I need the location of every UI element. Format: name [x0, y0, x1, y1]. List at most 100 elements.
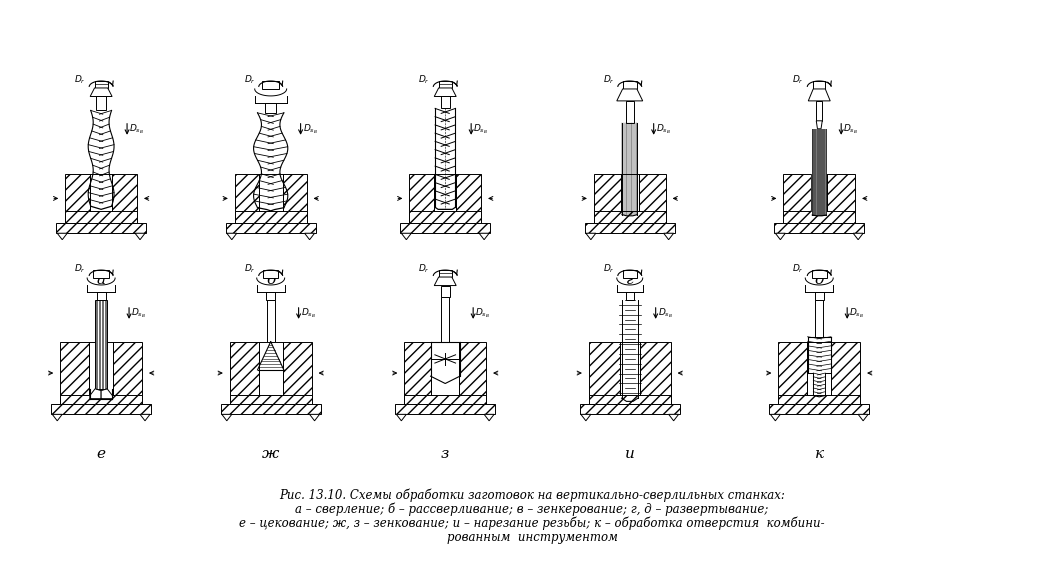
Polygon shape	[57, 233, 67, 240]
Text: в: в	[440, 273, 450, 287]
Bar	[112, 174, 137, 223]
Text: $D_{s_B}$: $D_{s_B}$	[129, 123, 144, 137]
Text: рованным  инструментом: рованным инструментом	[447, 531, 617, 544]
Text: $D_{s_B}$: $D_{s_B}$	[301, 307, 316, 320]
Bar	[95, 300, 107, 389]
Polygon shape	[135, 233, 145, 240]
Text: и: и	[625, 447, 635, 461]
Bar	[235, 174, 259, 223]
Bar	[266, 292, 276, 300]
Text: $D_{s_B}$: $D_{s_B}$	[849, 307, 864, 320]
Bar	[594, 211, 666, 223]
Text: $D_{s_B}$: $D_{s_B}$	[476, 307, 491, 320]
Text: $D_r$: $D_r$	[793, 263, 804, 275]
Polygon shape	[227, 233, 237, 240]
Text: $D_r$: $D_r$	[74, 74, 86, 86]
Bar	[434, 174, 456, 211]
Bar	[812, 270, 827, 278]
Polygon shape	[479, 233, 489, 240]
Bar	[94, 270, 109, 278]
Polygon shape	[89, 389, 101, 398]
Bar	[259, 174, 283, 211]
Bar	[230, 395, 312, 405]
Bar	[622, 270, 637, 278]
Bar	[626, 101, 634, 123]
Bar	[226, 223, 316, 233]
Bar	[808, 342, 831, 395]
Bar	[831, 342, 860, 405]
Bar	[235, 211, 306, 223]
Text: г: г	[626, 273, 634, 287]
Polygon shape	[90, 88, 112, 97]
Polygon shape	[770, 414, 780, 421]
Bar	[440, 97, 450, 108]
Bar	[594, 174, 620, 223]
Bar	[61, 342, 89, 405]
Bar	[410, 211, 481, 223]
Text: з: з	[442, 447, 449, 461]
Bar	[811, 174, 827, 211]
Bar	[431, 342, 460, 395]
Bar	[585, 223, 675, 233]
Text: $D_r$: $D_r$	[244, 263, 255, 275]
Polygon shape	[664, 233, 674, 240]
Bar	[262, 81, 280, 89]
Polygon shape	[140, 414, 150, 421]
Polygon shape	[221, 414, 232, 421]
Bar	[404, 342, 431, 405]
Bar	[400, 223, 491, 233]
Polygon shape	[617, 89, 643, 101]
Text: $D_r$: $D_r$	[603, 74, 615, 86]
Bar	[221, 405, 320, 414]
Bar	[259, 342, 283, 395]
Bar	[442, 297, 449, 342]
Bar	[396, 405, 495, 414]
Bar	[95, 81, 107, 88]
Polygon shape	[853, 233, 863, 240]
Text: е: е	[97, 447, 105, 461]
Bar	[460, 342, 486, 405]
Text: а: а	[97, 273, 105, 287]
Bar	[456, 174, 481, 223]
Text: д: д	[814, 273, 824, 287]
Bar	[89, 342, 113, 395]
Text: $D_r$: $D_r$	[418, 263, 430, 275]
Bar	[779, 395, 860, 405]
Bar	[267, 300, 275, 342]
Bar	[783, 174, 811, 223]
Bar	[622, 81, 637, 89]
Text: $D_{s_B}$: $D_{s_B}$	[473, 123, 488, 137]
Polygon shape	[816, 121, 822, 129]
Bar	[626, 292, 634, 300]
Polygon shape	[434, 88, 456, 97]
Bar	[438, 81, 452, 88]
Polygon shape	[101, 389, 113, 398]
Text: $D_r$: $D_r$	[244, 74, 255, 86]
Bar	[813, 81, 826, 89]
Text: $D_{s_B}$: $D_{s_B}$	[843, 123, 859, 137]
Bar	[440, 285, 450, 297]
Bar	[61, 395, 142, 405]
Polygon shape	[668, 414, 679, 421]
Bar	[638, 174, 666, 223]
Bar	[588, 342, 619, 405]
Bar	[263, 270, 279, 278]
Bar	[283, 174, 306, 223]
Text: а – сверление; б – рассверливание; в – зенкерование; г, д – развертывание;: а – сверление; б – рассверливание; в – з…	[296, 503, 768, 516]
Text: $D_{s_B}$: $D_{s_B}$	[655, 123, 670, 137]
Bar	[827, 174, 855, 223]
Text: $D_r$: $D_r$	[603, 263, 615, 275]
Polygon shape	[859, 414, 868, 421]
Text: $D_r$: $D_r$	[418, 74, 430, 86]
Polygon shape	[581, 414, 591, 421]
Bar	[113, 342, 142, 405]
Bar	[816, 101, 822, 121]
Polygon shape	[52, 414, 62, 421]
Polygon shape	[304, 233, 315, 240]
Polygon shape	[434, 277, 456, 285]
Polygon shape	[397, 414, 406, 421]
Bar	[619, 342, 639, 395]
Polygon shape	[809, 89, 830, 101]
Bar	[769, 405, 869, 414]
Polygon shape	[586, 233, 596, 240]
